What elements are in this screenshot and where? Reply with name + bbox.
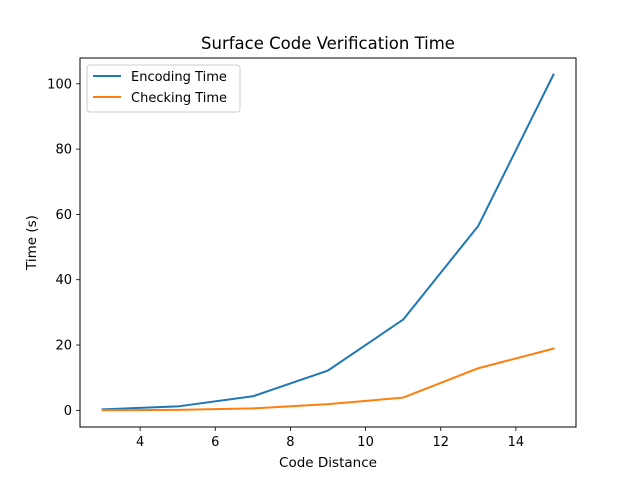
series-layer <box>101 73 555 412</box>
legend: Encoding Time Checking Time <box>86 64 241 113</box>
y-tick-label: 100 <box>47 77 72 92</box>
axes-frame <box>79 57 577 428</box>
y-tick-label: 40 <box>55 273 72 288</box>
y-tick-label: 0 <box>64 404 72 419</box>
x-tick-label: 10 <box>357 435 374 450</box>
legend-box <box>86 64 241 113</box>
y-axis-label: Time (s) <box>24 215 40 271</box>
x-tick-label: 4 <box>136 435 144 450</box>
x-tick-label: 14 <box>508 435 525 450</box>
plot-area: 4 6 8 10 12 14 0 20 40 60 80 100 <box>47 57 577 450</box>
y-tick-label: 80 <box>55 143 72 158</box>
series-line-encoding-time <box>101 73 555 411</box>
x-axis-ticks: 4 6 8 10 12 14 <box>136 427 524 450</box>
chart-title: Surface Code Verification Time <box>201 34 455 53</box>
legend-label-checking-time: Checking Time <box>131 91 227 106</box>
x-axis-label: Code Distance <box>279 455 377 471</box>
x-tick-label: 12 <box>432 435 449 450</box>
x-tick-label: 6 <box>211 435 219 450</box>
y-tick-label: 20 <box>55 339 72 354</box>
y-tick-label: 60 <box>55 208 72 223</box>
x-tick-label: 8 <box>286 435 294 450</box>
series-line-checking-time <box>101 347 555 412</box>
legend-label-encoding-time: Encoding Time <box>131 70 227 85</box>
y-axis-ticks: 0 20 40 60 80 100 <box>47 77 80 419</box>
